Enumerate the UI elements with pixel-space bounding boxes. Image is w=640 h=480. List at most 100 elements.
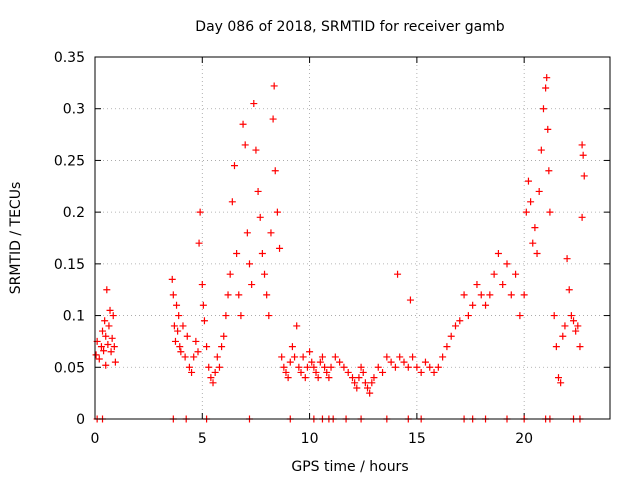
data-point [321,363,329,371]
data-point [226,270,234,278]
data-point [512,270,520,278]
data-point [276,244,284,252]
data-point [374,363,382,371]
data-point [531,224,539,232]
data-point [179,322,187,330]
y-tick-label: 0.1 [63,309,85,325]
data-point [543,74,551,82]
data-point [355,374,363,382]
data-point [325,374,333,382]
data-point [288,343,296,351]
data-point [270,82,278,90]
data-point [544,125,552,133]
data-point [323,368,331,376]
plot-frame [94,56,611,420]
data-point [95,355,103,363]
data-point [576,343,584,351]
data-point [111,358,119,366]
data-point [280,363,288,371]
data-point [254,187,262,195]
data-point [578,141,586,149]
data-point [291,353,299,361]
data-point [557,379,565,387]
data-point [220,332,228,340]
data-point [297,368,305,376]
data-point [243,229,251,237]
data-point [494,250,502,258]
data-point [177,348,185,356]
data-point [258,250,266,258]
data-point [331,353,339,361]
data-point [97,343,105,351]
data-point [572,327,580,335]
data-point [366,389,374,397]
data-point [542,84,550,92]
data-point [387,358,395,366]
data-point [533,250,541,258]
data-point [175,312,183,320]
data-point [205,363,213,371]
data-point [299,353,307,361]
data-point [417,368,425,376]
data-point [522,208,530,216]
data-point [107,348,115,356]
data-point [101,317,109,325]
data-point [535,187,543,195]
data-point [406,296,414,304]
data-point [224,291,232,299]
data-point [241,141,249,149]
data-point [295,363,303,371]
data-point [303,363,311,371]
data-point [520,291,528,299]
data-point [286,358,294,366]
data-point [261,270,269,278]
data-point [570,317,578,325]
data-point [394,270,402,278]
x-tick-label: 20 [515,431,533,447]
data-point [434,363,442,371]
data-point [256,213,264,221]
data-point [235,291,243,299]
data-point [200,317,208,325]
y-tick-label: 0.3 [63,102,85,118]
data-point [527,198,535,206]
data-point [170,322,178,330]
y-tick-label: 0.2 [63,205,85,221]
data-point [198,281,206,289]
data-point [105,322,113,330]
data-point [233,250,241,258]
data-point [110,343,118,351]
data-point [196,208,204,216]
data-point [404,363,412,371]
data-point [456,317,464,325]
data-point [312,368,320,376]
y-axis-label: SRMTID / TECUs [8,182,24,295]
data-point [174,327,182,335]
data-point [555,374,562,382]
y-tick-label: 0 [76,412,85,428]
data-point [400,358,408,366]
data-point [195,239,203,247]
data-point [267,229,275,237]
data-point [516,312,524,320]
data-point [578,213,586,221]
data-point [218,343,226,351]
data-point [269,115,277,123]
data-point [477,291,485,299]
data-point [203,343,211,351]
data-point [430,368,438,376]
data-point [293,322,301,330]
data-point [580,172,588,180]
data-point [361,379,369,387]
data-point [552,343,560,351]
data-point [524,177,532,185]
x-axis-label: GPS time / hours [291,459,408,475]
data-point [222,312,230,320]
data-point [263,291,271,299]
data-point [567,312,575,320]
data-point [273,208,281,216]
data-point [316,358,324,366]
data-point [368,379,376,387]
data-point [559,332,567,340]
